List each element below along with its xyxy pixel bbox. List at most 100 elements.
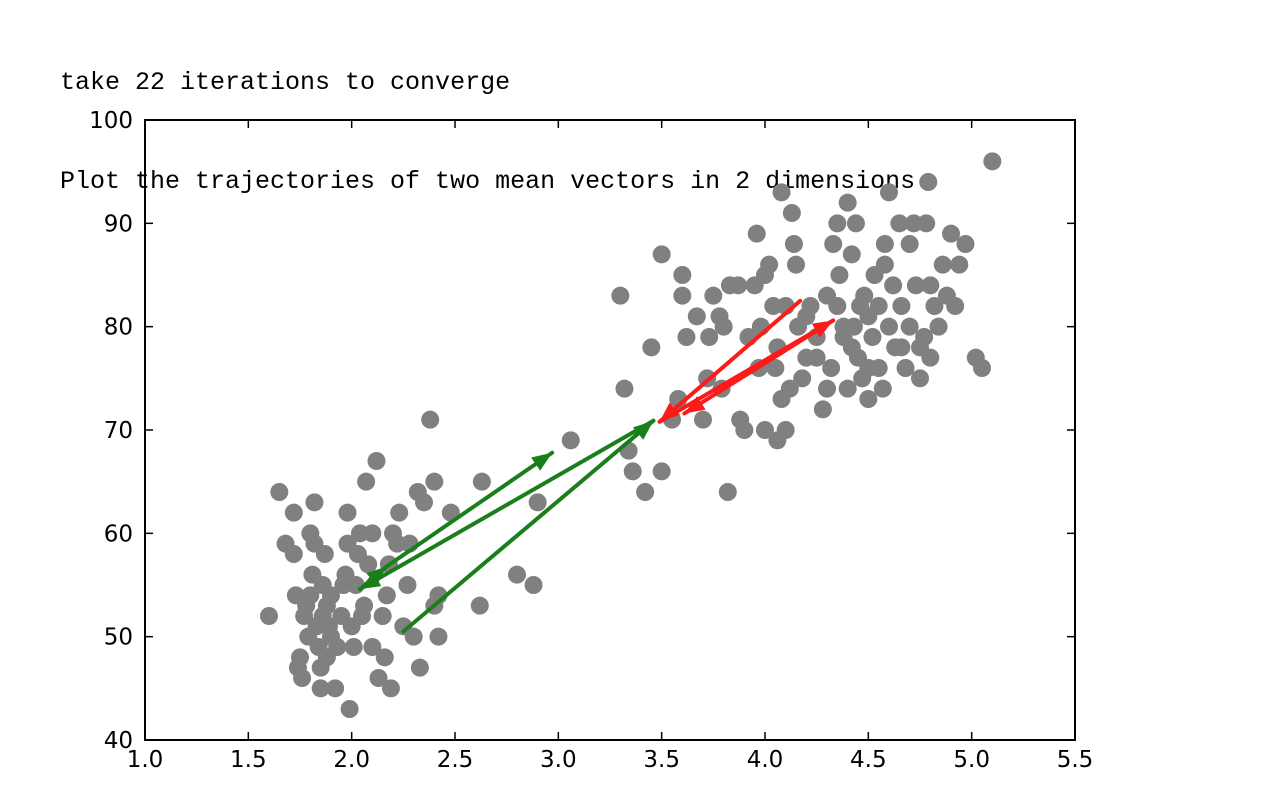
data-point [859,359,878,377]
data-point [355,596,374,615]
data-point [950,255,969,274]
data-point [925,297,944,315]
data-point [429,627,448,646]
data-point [873,379,892,398]
data-point [772,183,791,202]
data-point [322,586,340,605]
data-point [673,286,692,305]
x-tick-label: 1.0 [127,747,164,773]
red-trajectory-segment [682,318,836,416]
data-point [834,317,853,336]
data-point [508,565,526,584]
data-point [880,317,898,336]
x-tick-label: 2.5 [437,747,474,773]
data-point [896,359,915,377]
data-point [350,524,369,543]
data-point [787,255,805,274]
y-tick-label: 70 [104,418,133,444]
data-point [842,245,861,264]
data-point [747,224,766,243]
data-point [615,379,634,398]
data-point [369,669,388,687]
data-point [917,214,936,233]
data-point [780,379,799,398]
y-tick-label: 40 [104,728,133,754]
x-tick-label: 3.5 [643,747,680,773]
data-point [291,648,309,667]
data-point [363,638,382,656]
data-point [842,338,861,357]
data-point [677,328,696,346]
data-point [472,472,491,491]
data-point [828,214,847,233]
data-point [838,379,857,398]
data-point [900,235,919,253]
data-point [983,152,1002,171]
data-point [311,679,330,698]
data-point [363,524,382,543]
cell-output-text: take 22 iterations to converge Plot the … [60,0,915,231]
data-point [415,493,433,512]
data-point [735,421,754,439]
data-point [421,410,440,429]
red-trajectory-segment [657,298,803,424]
data-point [793,369,812,388]
data-point [410,658,429,677]
data-point [404,627,423,646]
y-tick-label: 80 [104,315,133,341]
data-point [375,648,394,667]
x-tick-label: 4.0 [747,747,784,773]
data-point [824,235,843,253]
green-trajectory-segment [384,450,555,569]
data-point [875,235,894,253]
data-point [956,235,975,253]
data-point [929,317,948,336]
data-point [328,638,347,656]
data-point [398,576,417,594]
data-point [797,307,816,326]
y-tick-label: 90 [104,211,133,237]
data-point [700,328,719,346]
trajectory-layer [357,298,836,634]
data-point [764,297,783,315]
data-point [344,638,363,656]
data-point [756,421,774,439]
x-tick-label: 5.0 [953,747,990,773]
data-point [822,359,841,377]
data-point [973,359,991,377]
data-point [528,493,547,512]
data-point [880,183,898,202]
data-point [892,297,911,315]
y-tick-label: 50 [104,625,133,651]
data-point [315,545,334,563]
data-point [890,214,909,233]
data-point [673,266,692,284]
data-point [694,410,712,429]
green-arrow-head [366,566,387,586]
data-point [892,338,911,357]
data-point [946,297,965,315]
y-tick-label: 100 [89,108,133,134]
data-point [270,483,289,501]
data-point [782,204,801,222]
data-point [260,607,278,625]
x-tick-label: 3.0 [540,747,577,773]
data-point [652,462,671,481]
data-point [807,348,826,367]
data-point [884,276,903,295]
data-point [921,276,940,295]
data-point [373,607,392,625]
data-point [623,462,642,481]
x-tick-label: 2.0 [333,747,370,773]
red-arrow-head [684,396,706,414]
data-point [652,245,671,264]
data-point [305,493,324,512]
data-point [869,297,888,315]
data-point [687,307,706,326]
data-point [906,276,925,295]
data-point [524,576,543,594]
ticks-layer: 1.0 1.5 2.0 2.5 3.0 3.5 4.0 4.5 5.0 5.5 40 50 60 70 80… [89,108,1093,773]
data-point [381,679,400,698]
data-point [911,369,929,388]
